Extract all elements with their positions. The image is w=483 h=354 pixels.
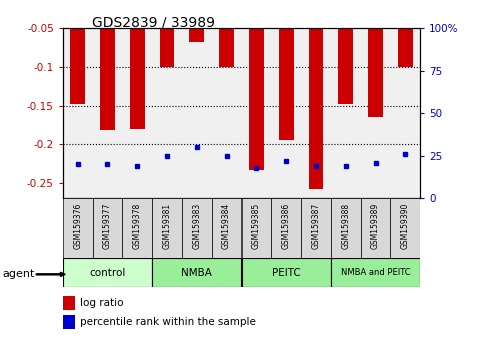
Text: percentile rank within the sample: percentile rank within the sample	[80, 317, 256, 327]
Text: NMBA and PEITC: NMBA and PEITC	[341, 268, 411, 277]
Bar	[70, 0, 85, 104]
Bar	[361, 198, 390, 258]
Text: GSM159383: GSM159383	[192, 203, 201, 249]
Bar	[398, 0, 413, 67]
Bar	[152, 258, 242, 287]
Bar	[249, 0, 264, 170]
Text: GSM159384: GSM159384	[222, 203, 231, 249]
Bar	[122, 198, 152, 258]
Bar	[279, 0, 294, 139]
Text: GSM159385: GSM159385	[252, 203, 261, 249]
Text: control: control	[89, 268, 126, 278]
Bar	[309, 0, 324, 189]
Bar	[368, 0, 383, 117]
Bar	[130, 0, 145, 129]
Text: GDS2839 / 33989: GDS2839 / 33989	[92, 16, 215, 30]
Text: GSM159381: GSM159381	[163, 203, 171, 249]
Bar	[331, 258, 420, 287]
Bar	[182, 198, 212, 258]
Bar	[189, 0, 204, 42]
Bar	[219, 0, 234, 67]
Bar	[152, 198, 182, 258]
Bar	[338, 0, 353, 104]
Text: log ratio: log ratio	[80, 298, 123, 308]
Text: GSM159387: GSM159387	[312, 203, 320, 249]
Bar	[63, 258, 152, 287]
Bar	[63, 198, 93, 258]
Bar	[271, 198, 301, 258]
Text: GSM159376: GSM159376	[73, 203, 82, 250]
Text: GSM159389: GSM159389	[371, 203, 380, 249]
Bar	[93, 198, 122, 258]
Bar	[331, 198, 361, 258]
Bar	[242, 258, 331, 287]
Text: PEITC: PEITC	[272, 268, 300, 278]
Text: agent: agent	[2, 269, 35, 279]
Bar	[301, 198, 331, 258]
Text: NMBA: NMBA	[182, 268, 212, 278]
Bar	[100, 0, 115, 130]
Text: GSM159386: GSM159386	[282, 203, 291, 249]
Text: GSM159378: GSM159378	[133, 203, 142, 249]
Bar	[212, 198, 242, 258]
Text: GSM159390: GSM159390	[401, 203, 410, 250]
Bar	[159, 0, 174, 67]
Bar	[242, 198, 271, 258]
Text: GSM159377: GSM159377	[103, 203, 112, 250]
Bar	[390, 198, 420, 258]
Text: GSM159388: GSM159388	[341, 203, 350, 249]
